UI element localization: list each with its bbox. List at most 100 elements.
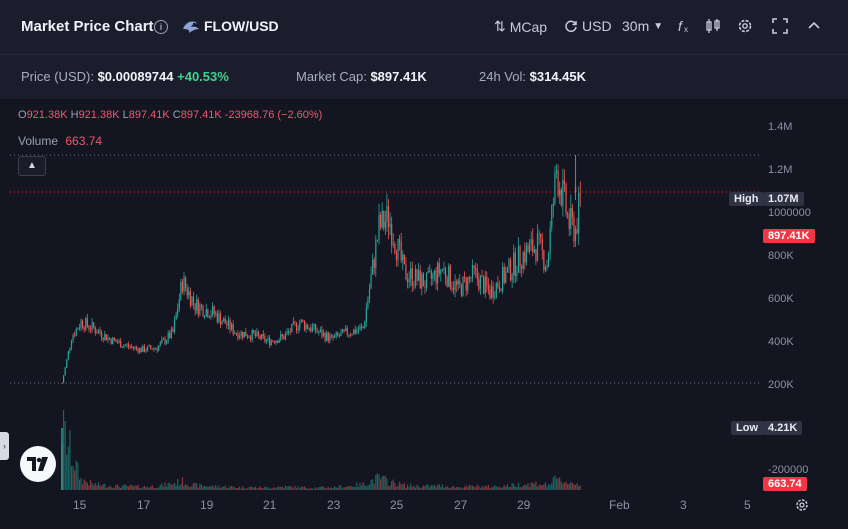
info-icon[interactable]: i [154, 20, 168, 34]
volume-bar [476, 484, 478, 490]
volume-bar [235, 487, 237, 490]
chevron-up-small-icon: ▲ [27, 160, 37, 171]
volume-bar [505, 486, 507, 490]
candle-body [188, 291, 190, 296]
volume-stat-label: 24h Vol: [479, 69, 526, 84]
candle-type-icon[interactable] [704, 17, 722, 35]
y-tick: 800K [768, 250, 794, 262]
y-tick: 1000000 [768, 207, 811, 219]
volume-bar [177, 479, 179, 490]
volume-bar [264, 486, 266, 490]
candle-body [257, 331, 260, 336]
candle-body [204, 316, 206, 318]
candle-body [414, 268, 417, 286]
volume-bar [478, 485, 480, 490]
volume-bar [126, 485, 128, 490]
volume-bar [360, 485, 363, 490]
candle-body [264, 336, 266, 342]
candle-body [221, 321, 223, 325]
candle-body [177, 309, 179, 314]
volume-bar [240, 488, 242, 490]
volume-bar [471, 485, 474, 490]
candle-body [411, 268, 413, 287]
candle-body [102, 337, 104, 340]
currency-toggle[interactable]: USD [564, 18, 612, 34]
interval-select[interactable]: 30m ▼ [622, 18, 663, 34]
volume-bar [196, 483, 198, 490]
chart-area[interactable] [0, 100, 848, 529]
volume-bar [467, 487, 469, 490]
candle-body [490, 286, 493, 299]
candle-body [322, 332, 325, 337]
volume-bar [532, 482, 534, 490]
candle-body [463, 277, 466, 279]
volume-bar [343, 487, 345, 490]
axis-settings-gear-icon[interactable] [794, 497, 810, 513]
candle-body [405, 264, 407, 280]
candle-body [348, 334, 350, 336]
volume-bar [522, 485, 524, 490]
volume-bar [199, 483, 201, 490]
candle-body [559, 189, 561, 196]
candle-body [402, 254, 404, 261]
volume-bar [324, 487, 326, 490]
chevron-down-icon: ▼ [653, 20, 664, 32]
volume-bar [115, 484, 117, 490]
tradingview-logo[interactable] [20, 446, 56, 482]
expand-sidebar-handle[interactable]: › [0, 432, 9, 460]
volume-bar [554, 475, 556, 490]
chevron-up-icon[interactable] [805, 17, 823, 35]
volume-bar [498, 486, 501, 490]
gear-icon[interactable] [736, 17, 754, 35]
candle-body [433, 270, 436, 275]
candle-body [110, 339, 112, 344]
candle-body [295, 322, 298, 331]
volume-bar [332, 487, 334, 490]
volume-bar [441, 484, 443, 490]
candle-body [89, 328, 92, 330]
collapse-legend-button[interactable]: ▲ [18, 156, 46, 176]
volume-bar [422, 485, 424, 490]
candle-body [486, 276, 488, 286]
volume-bar [129, 484, 131, 490]
volume-bar [101, 486, 103, 490]
candle-body [321, 329, 323, 337]
volume-bar [454, 487, 456, 490]
candle-body [538, 233, 540, 235]
candle-body [555, 170, 558, 173]
volume-bar [368, 484, 371, 490]
volume-bar [538, 484, 540, 490]
candle-body [270, 340, 272, 346]
volume-bar [400, 484, 402, 490]
candle-body [397, 239, 399, 260]
candle-body [437, 262, 439, 284]
candle-body [283, 335, 285, 340]
fullscreen-icon[interactable] [771, 17, 789, 35]
mcap-toggle[interactable]: ⇅ MCap [494, 18, 547, 35]
volume-bar [215, 484, 217, 490]
volume-bar [533, 484, 535, 490]
candle-body [311, 326, 314, 332]
price-chart[interactable] [0, 100, 848, 529]
candle-body [557, 170, 559, 196]
volume-bar [460, 488, 463, 490]
volume-bar [283, 488, 285, 490]
volume-bar [207, 486, 209, 490]
mcap-label: MCap [509, 18, 548, 35]
candle-body [196, 299, 198, 311]
volume-bar [146, 486, 149, 490]
volume-bar [200, 484, 203, 490]
candle-body [99, 330, 101, 334]
candle-body [210, 314, 212, 318]
open-value: 921.38K [26, 109, 68, 121]
volume-bar [313, 488, 315, 490]
volume-bar [376, 473, 379, 490]
volume-bar [185, 484, 187, 490]
candle-body [230, 324, 233, 330]
candle-body [208, 317, 211, 319]
candle-body [521, 266, 523, 269]
candle-body [351, 334, 353, 336]
volume-bar [102, 484, 104, 490]
candle-body [108, 337, 111, 340]
